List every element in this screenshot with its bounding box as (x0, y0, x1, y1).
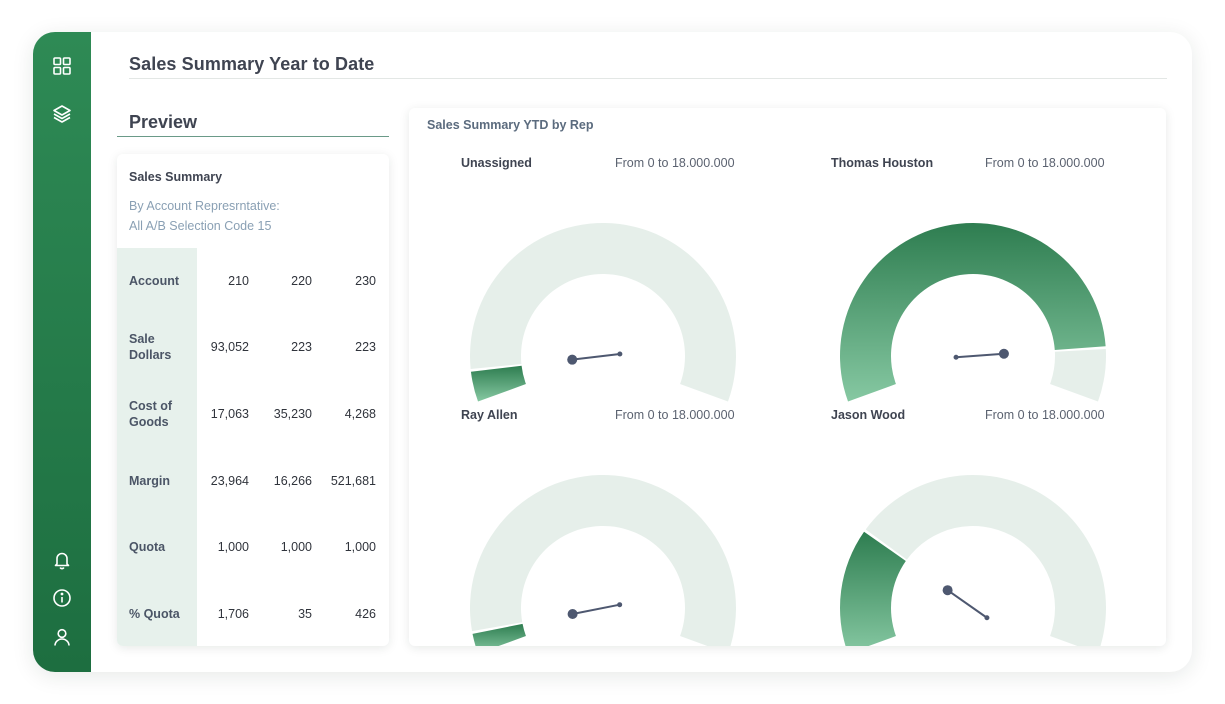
table-cell: 16,266 (273, 474, 312, 488)
table-cell: 17,063 (210, 407, 249, 421)
info-icon[interactable] (50, 586, 74, 610)
table-cell: 521,681 (330, 474, 376, 488)
table-cell: 35 (298, 607, 312, 621)
gauge-range-thomas-houston: From 0 to 18.000.000 (985, 156, 1105, 170)
gauge-needle-jason-wood (946, 589, 988, 619)
gauge-fill-thomas-houston (840, 223, 1106, 402)
gauges-canvas (470, 222, 1106, 646)
gauge-range-ray-allen: From 0 to 18.000.000 (615, 408, 735, 422)
gauge-needle-unassigned (571, 352, 621, 361)
gauge-track-unassigned (470, 222, 736, 402)
gauge-fill-ray-allen (472, 623, 526, 646)
subtitle-selection-code: All A/B Selection Code 15 (129, 219, 272, 233)
row-label: Sale Dollars (129, 332, 172, 362)
gauge-needle-pivot-unassigned (617, 351, 623, 357)
layers-icon[interactable] (50, 102, 74, 126)
row-label: Cost of Goods (129, 399, 173, 429)
table-cell: 35,230 (273, 407, 312, 421)
table-cell: 223 (355, 340, 376, 354)
app-window: Sales Summary Year to Date Preview Sales… (33, 32, 1192, 672)
grid-icon[interactable] (50, 54, 74, 78)
gauge-name-jason-wood: Jason Wood (831, 408, 906, 422)
table-cell: 1,000 (344, 540, 376, 554)
table-cell: 4,268 (344, 407, 376, 421)
gauge-needle-head-ray-allen (567, 609, 578, 620)
title-divider (129, 78, 1167, 79)
gauge-needle-head-unassigned (567, 354, 578, 365)
table-row: % Quota 1,706 35 426 (117, 581, 389, 646)
table-cell: 210 (228, 274, 249, 288)
row-label: Quota (129, 540, 166, 554)
gauge-needle-thomas-houston (955, 352, 1005, 359)
gauge-range-unassigned: From 0 to 18.000.000 (615, 156, 735, 170)
gauge-needle-pivot-jason-wood (984, 615, 990, 621)
table-row: Sale Dollars 93,052 223 223 (117, 314, 389, 380)
preview-divider (117, 136, 389, 137)
table-cell: 1,000 (217, 540, 249, 554)
sales-summary-title: Sales Summary (129, 170, 223, 184)
gauges-card: Sales Summary YTD by Rep Unassigned From… (409, 108, 1166, 646)
table-row: Cost of Goods 17,063 35,230 4,268 (117, 381, 389, 447)
gauge-needle-head-thomas-houston (998, 348, 1009, 359)
table-cell: 426 (355, 607, 376, 621)
subtitle-representative: By Account Represrntative: (129, 199, 280, 213)
table-cell: 23,964 (210, 474, 249, 488)
sidebar (33, 32, 91, 672)
gauge-track-thomas-houston (1050, 349, 1106, 402)
table-row: Margin 23,964 16,266 521,681 (117, 448, 389, 514)
gauge-needle-pivot-thomas-houston (953, 354, 959, 360)
sales-summary-table: Account 210 220 230 Sale Dollars 93,052 … (117, 248, 389, 646)
row-label-column (117, 248, 197, 646)
table-cell: 1,000 (280, 540, 312, 554)
gauge-range-jason-wood: From 0 to 18.000.000 (985, 408, 1105, 422)
gauge-needle-ray-allen (571, 603, 621, 616)
table-row: Account 210 220 230 (117, 248, 389, 314)
table-cell: 230 (355, 274, 376, 288)
table-row: Quota 1,000 1,000 1,000 (117, 514, 389, 580)
preview-title: Preview (129, 112, 198, 132)
row-label: Account (129, 274, 179, 288)
gauge-track-ray-allen (470, 475, 736, 646)
gauges-title: Sales Summary YTD by Rep (427, 118, 594, 132)
gauge-needle-head-jason-wood (942, 585, 953, 596)
bell-icon[interactable] (50, 548, 74, 572)
table-cell: 1,706 (217, 607, 249, 621)
table-cell: 223 (291, 340, 312, 354)
table-cell: 220 (291, 274, 312, 288)
gauge-fill-unassigned (470, 365, 526, 402)
gauge-name-unassigned: Unassigned (461, 156, 532, 170)
table-cell: 93,052 (210, 340, 249, 354)
gauge-name-ray-allen: Ray Allen (461, 408, 518, 422)
gauge-track-jason-wood (865, 475, 1106, 646)
gauge-name-thomas-houston: Thomas Houston (831, 156, 934, 170)
sales-summary-card: Sales Summary By Account Represrntative:… (117, 154, 389, 646)
row-label: Margin (129, 474, 170, 488)
user-icon[interactable] (50, 625, 74, 649)
gauge-needle-pivot-ray-allen (617, 602, 623, 608)
row-label: % Quota (129, 607, 180, 621)
gauge-fill-jason-wood (840, 531, 906, 646)
page-title: Sales Summary Year to Date (129, 54, 375, 74)
